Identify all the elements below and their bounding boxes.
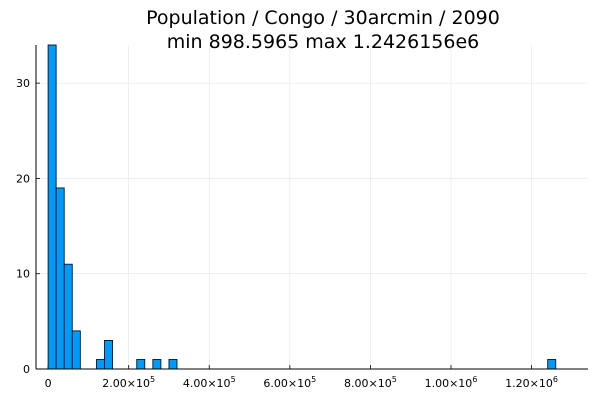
x-tick-label: 0 (45, 377, 52, 390)
histogram-bar (547, 359, 557, 370)
histogram-bar (136, 359, 146, 370)
histogram-bar (104, 340, 113, 370)
histogram-bar (96, 359, 105, 370)
histogram-bar (63, 263, 73, 370)
chart-title: Population / Congo / 30arcmin / 2090 (146, 7, 500, 29)
y-tick-label: 0 (23, 363, 30, 376)
histogram-bar (71, 330, 81, 370)
x-tick-label: 1.20×106 (505, 375, 558, 390)
histogram-bar (47, 44, 57, 370)
histogram-bars (47, 44, 557, 370)
histogram-bar (168, 359, 178, 370)
chart-subtitle: min 898.5965 max 1.2426156e6 (167, 31, 480, 53)
axes (35, 45, 588, 370)
y-tick-label: 30 (16, 77, 30, 90)
y-tick-label: 10 (16, 268, 30, 281)
x-tick-label: 6.00×105 (263, 375, 316, 390)
grid-lines (36, 45, 588, 370)
x-tick-label: 4.00×105 (183, 375, 236, 390)
x-tick-label: 2.00×105 (102, 375, 155, 390)
tick-labels: 0 2.00×105 4.00×105 6.00×105 8.00×105 1.00×10… (16, 77, 558, 390)
x-tick-label: 8.00×105 (344, 375, 397, 390)
histogram-bar (55, 187, 65, 370)
x-tick-label: 1.00×106 (425, 375, 478, 390)
y-tick-label: 20 (16, 172, 30, 185)
histogram-bar (152, 359, 162, 370)
